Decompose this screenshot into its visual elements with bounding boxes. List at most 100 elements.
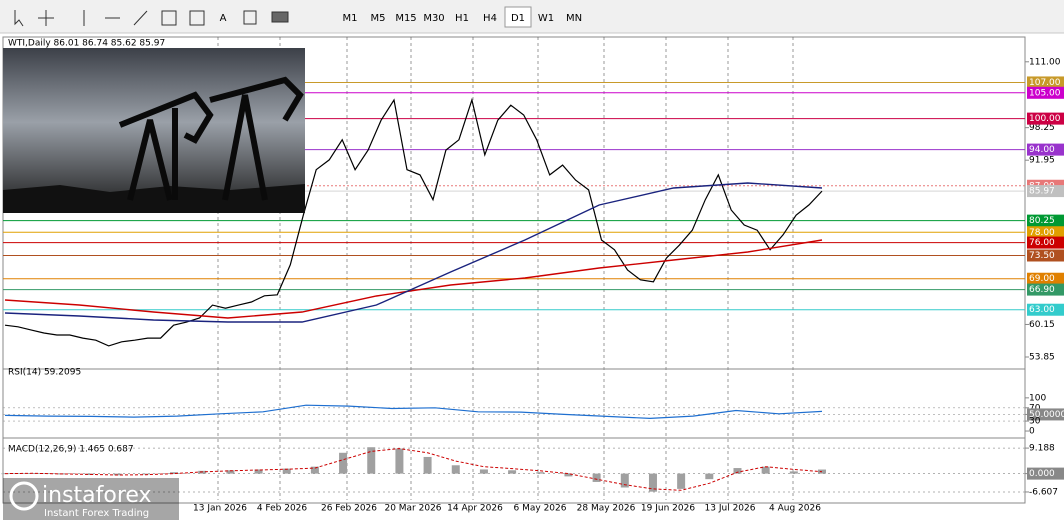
histogram-bar (564, 473, 573, 477)
level-label: 100.00 (1029, 114, 1061, 124)
y-tick-label: 98.25 (1029, 123, 1055, 133)
level-label-bg (1027, 272, 1064, 285)
series-line (4, 97, 823, 347)
x-tick-label: 20 Mar 2026 (384, 504, 441, 514)
histogram-bar (620, 473, 629, 488)
y-tick-label: 0.000 (1029, 469, 1055, 479)
x-tick-label: 13 Jan 2026 (193, 504, 247, 514)
timeframe-button[interactable]: M5 (371, 13, 386, 24)
cursor-icon[interactable] (14, 10, 24, 27)
trendline-icon[interactable] (133, 10, 148, 26)
level-label-bg (1027, 76, 1064, 89)
tool-icons (14, 10, 289, 27)
histogram-bar (141, 473, 150, 475)
channel-icon[interactable] (161, 10, 177, 26)
y-tick-label: 50.0000 (1029, 410, 1064, 420)
histogram-bar (648, 473, 657, 492)
histogram-bar (508, 470, 517, 474)
histogram-bar (282, 468, 291, 474)
level-label-bg (1027, 249, 1064, 262)
series-line (4, 239, 823, 319)
text-tool[interactable]: A (220, 13, 227, 24)
y-tick-label: 30 (1029, 417, 1041, 427)
timeframe-button[interactable]: H1 (455, 13, 469, 24)
photo (3, 48, 305, 213)
timeframe-button[interactable]: M1 (343, 13, 358, 24)
panel-title: WTI,Daily 86.01 86.74 85.62 85.97 (8, 39, 165, 49)
histogram-bar (85, 473, 94, 475)
y-tick-label-bg (1027, 408, 1064, 421)
logo: instaforex Instant Forex Trading (3, 478, 179, 520)
level-label: 66.90 (1029, 285, 1055, 295)
logo-name: instaforex (42, 483, 152, 508)
panel-title: RSI(14) 59.2095 (8, 368, 81, 378)
timeframe-button[interactable]: M30 (423, 13, 444, 24)
level-label: 107.00 (1029, 78, 1061, 88)
signal-line (4, 448, 823, 491)
label-icon[interactable] (243, 10, 257, 25)
histogram-bar (1, 473, 9, 475)
series-line (4, 182, 823, 323)
histogram-bar (423, 456, 432, 474)
histogram-bar (479, 469, 488, 474)
series-line (4, 404, 823, 420)
x-tick-label: 4 Aug 2026 (769, 504, 821, 514)
level-label-bg (1027, 226, 1064, 239)
logo-tagline: Instant Forex Trading (44, 508, 149, 519)
level-label: 80.25 (1029, 216, 1055, 226)
timeframe-button[interactable]: M15 (395, 13, 416, 24)
fibo-icon[interactable] (189, 10, 205, 26)
photo-pumps (118, 76, 304, 201)
y-tick-label: 100 (1029, 393, 1046, 403)
crosshair-icon[interactable] (38, 10, 54, 26)
level-label-bg (1027, 283, 1064, 296)
rect-icon[interactable] (271, 11, 289, 23)
histogram-bar (29, 473, 38, 474)
level-label-bg (1027, 86, 1064, 99)
y-tick-label: 111.00 (1029, 57, 1061, 67)
level-label: 73.50 (1029, 251, 1055, 261)
histogram-bar (113, 473, 122, 476)
level-label: 63.00 (1029, 305, 1055, 315)
histogram-bar (592, 473, 601, 482)
histogram-bar (254, 469, 263, 474)
last-price-label-bg (1027, 185, 1064, 198)
timeframe-button[interactable]: MN (566, 13, 582, 24)
histogram-bar (705, 473, 714, 480)
x-tick-label: 28 May 2026 (577, 504, 636, 514)
level-label: 105.00 (1029, 88, 1061, 98)
logo-mark (9, 481, 39, 511)
histogram-bar (789, 471, 798, 474)
histogram-bar (310, 466, 319, 474)
y-tick-label: 60.15 (1029, 320, 1055, 330)
level-label: 94.00 (1029, 145, 1055, 155)
photo-ground (3, 184, 305, 213)
x-tick-label: 26 Feb 2026 (321, 504, 377, 514)
y-tick-label: 9.188 (1029, 444, 1055, 454)
y-tick-label-bg (1027, 467, 1064, 480)
toolbar (0, 0, 1064, 33)
histogram-bar (226, 470, 235, 474)
last-price-label: 85.97 (1029, 187, 1055, 197)
level-label-bg (1027, 214, 1064, 227)
level-label-bg (1027, 143, 1064, 156)
histogram-bar (395, 448, 404, 474)
y-tick-label: 91.95 (1029, 156, 1055, 166)
y-tick-label: 0 (1029, 427, 1035, 437)
level-label-bg (1027, 303, 1064, 316)
level-label: 76.00 (1029, 238, 1055, 248)
x-tick-label: 14 Apr 2026 (447, 504, 503, 514)
y-tick-label: 53.85 (1029, 352, 1055, 362)
timeframe-button[interactable]: H4 (483, 13, 497, 24)
y-tick-label: -6.607 (1029, 487, 1058, 497)
histogram-bar (170, 472, 179, 474)
timeframe-button[interactable]: W1 (538, 13, 554, 24)
histogram-bar (677, 473, 686, 489)
x-tick-label: 13 Jul 2026 (705, 504, 756, 514)
level-label-bg (1027, 112, 1064, 125)
level-label-bg (1027, 236, 1064, 249)
timeframe-button[interactable]: D1 (511, 13, 525, 24)
histogram-bar (761, 466, 770, 474)
level-label: 69.00 (1029, 274, 1055, 284)
